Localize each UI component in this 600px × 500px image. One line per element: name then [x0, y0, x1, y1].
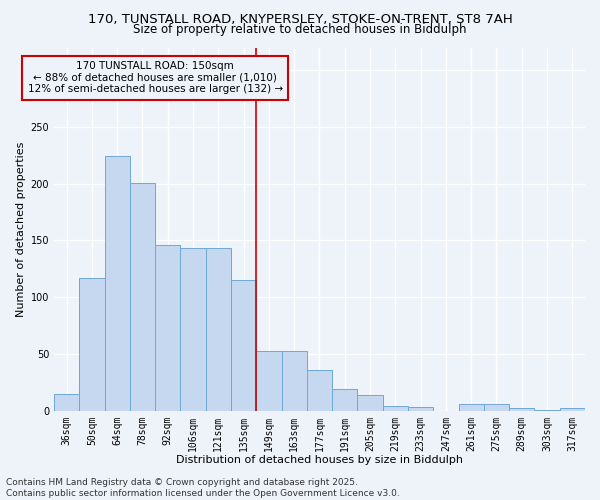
Bar — [130, 182, 155, 410]
Bar — [206, 248, 231, 410]
Bar — [484, 404, 509, 410]
Bar — [281, 350, 307, 410]
Bar — [458, 404, 484, 410]
Bar — [54, 394, 79, 410]
Bar — [560, 408, 585, 410]
Bar — [408, 408, 433, 410]
Bar — [307, 370, 332, 410]
Bar — [358, 395, 383, 410]
Bar — [231, 280, 256, 410]
Text: 170, TUNSTALL ROAD, KNYPERSLEY, STOKE-ON-TRENT, ST8 7AH: 170, TUNSTALL ROAD, KNYPERSLEY, STOKE-ON… — [88, 12, 512, 26]
Bar — [181, 248, 206, 410]
Bar — [509, 408, 535, 410]
Text: 170 TUNSTALL ROAD: 150sqm
← 88% of detached houses are smaller (1,010)
12% of se: 170 TUNSTALL ROAD: 150sqm ← 88% of detac… — [28, 61, 283, 94]
Y-axis label: Number of detached properties: Number of detached properties — [16, 142, 26, 317]
Bar — [256, 350, 281, 410]
Bar — [79, 278, 104, 410]
Bar — [155, 245, 181, 410]
Text: Size of property relative to detached houses in Biddulph: Size of property relative to detached ho… — [133, 22, 467, 36]
Bar — [383, 406, 408, 410]
Bar — [332, 389, 358, 410]
Text: Contains HM Land Registry data © Crown copyright and database right 2025.
Contai: Contains HM Land Registry data © Crown c… — [6, 478, 400, 498]
Bar — [104, 156, 130, 410]
X-axis label: Distribution of detached houses by size in Biddulph: Distribution of detached houses by size … — [176, 455, 463, 465]
